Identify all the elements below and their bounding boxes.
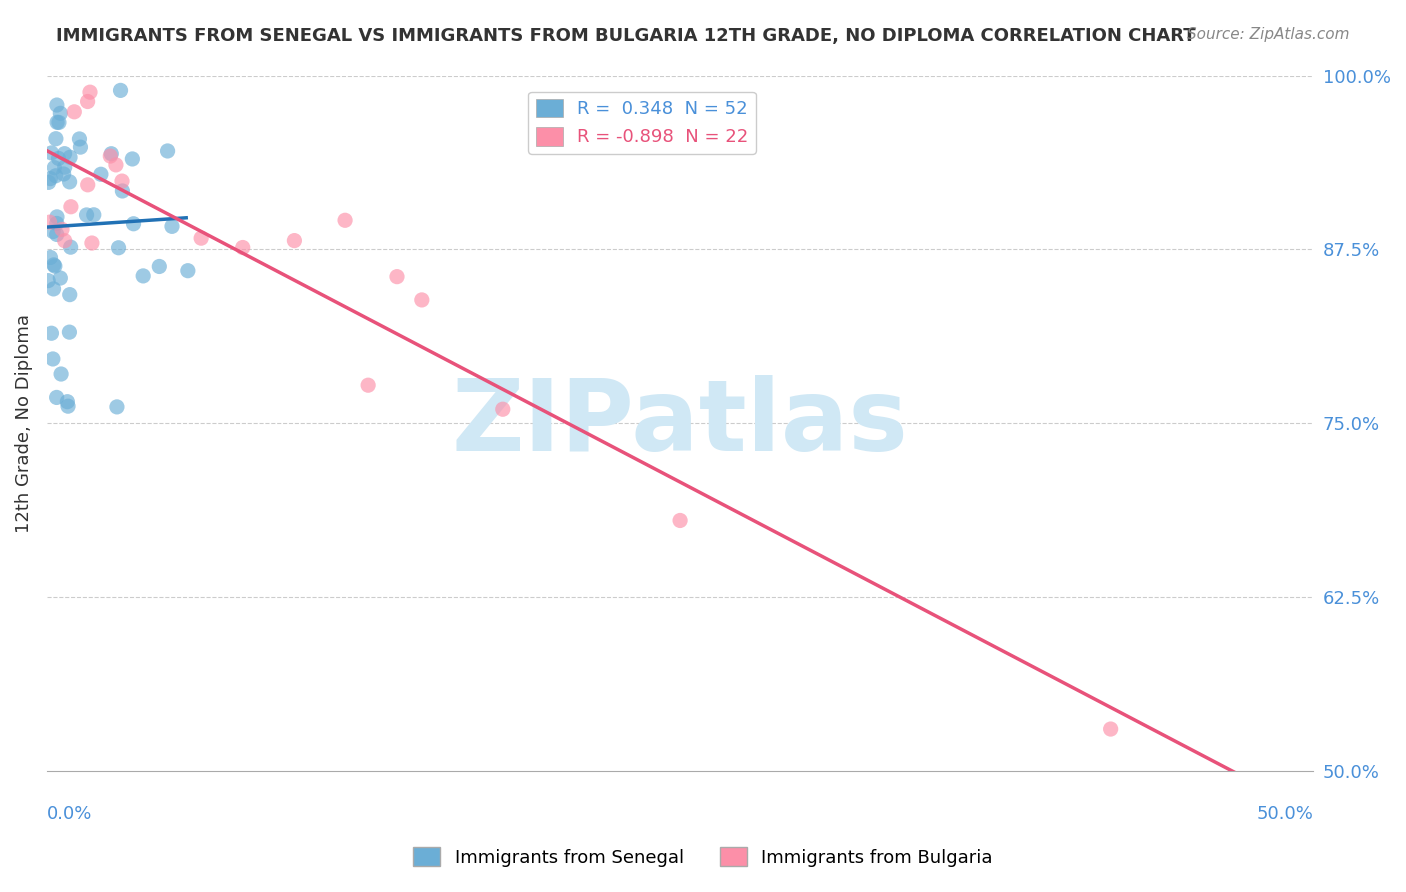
Point — [39, 251, 62, 265]
Point — [58, 325, 80, 339]
Point — [83, 208, 105, 222]
Point — [100, 146, 122, 161]
Point — [148, 260, 170, 274]
Point — [59, 175, 82, 189]
Point — [669, 513, 692, 527]
Point — [41, 326, 63, 341]
Point — [44, 259, 66, 273]
Point — [37, 274, 59, 288]
Point — [132, 268, 155, 283]
Point — [190, 231, 212, 245]
Y-axis label: 12th Grade, No Diploma: 12th Grade, No Diploma — [15, 314, 32, 533]
Point — [41, 145, 63, 160]
Point — [53, 160, 76, 174]
Point — [76, 208, 98, 222]
Point — [283, 234, 305, 248]
Point — [46, 115, 69, 129]
Point — [177, 263, 200, 277]
Point — [76, 95, 98, 109]
Point — [45, 169, 67, 183]
Point — [411, 293, 433, 307]
Point — [59, 150, 82, 164]
Point — [104, 158, 127, 172]
Point — [48, 115, 70, 129]
Point — [49, 367, 72, 381]
Text: Source: ZipAtlas.com: Source: ZipAtlas.com — [1187, 27, 1350, 42]
Point — [42, 282, 65, 296]
Point — [45, 98, 67, 112]
Point — [42, 351, 65, 366]
Point — [51, 222, 73, 236]
Point — [49, 271, 72, 285]
Text: 0.0%: 0.0% — [46, 805, 93, 823]
Point — [56, 399, 79, 413]
Point — [121, 152, 143, 166]
Point — [59, 240, 82, 254]
Point — [45, 132, 67, 146]
Point — [111, 174, 134, 188]
Point — [44, 161, 66, 175]
Point — [105, 400, 128, 414]
Point — [53, 146, 76, 161]
Point — [492, 402, 515, 417]
Point — [48, 152, 70, 166]
Point — [63, 104, 86, 119]
Point — [111, 184, 134, 198]
Point — [110, 83, 132, 97]
Point — [333, 213, 356, 227]
Point — [42, 225, 65, 239]
Point — [98, 149, 121, 163]
Legend: Immigrants from Senegal, Immigrants from Bulgaria: Immigrants from Senegal, Immigrants from… — [406, 840, 1000, 874]
Point — [38, 215, 60, 229]
Text: IMMIGRANTS FROM SENEGAL VS IMMIGRANTS FROM BULGARIA 12TH GRADE, NO DIPLOMA CORRE: IMMIGRANTS FROM SENEGAL VS IMMIGRANTS FR… — [56, 27, 1197, 45]
Point — [59, 287, 82, 301]
Point — [80, 235, 103, 250]
Point — [49, 106, 72, 120]
Point — [69, 132, 91, 146]
Point — [90, 167, 112, 181]
Text: 50.0%: 50.0% — [1257, 805, 1313, 823]
Point — [69, 140, 91, 154]
Point — [79, 85, 101, 99]
Point — [45, 227, 67, 242]
Point — [357, 378, 380, 392]
Point — [385, 269, 408, 284]
Point — [46, 210, 69, 224]
Point — [38, 175, 60, 189]
Point — [107, 241, 129, 255]
Point — [156, 144, 179, 158]
Point — [42, 258, 65, 272]
Point — [39, 171, 62, 186]
Point — [76, 178, 98, 192]
Point — [45, 217, 67, 231]
Point — [53, 234, 76, 248]
Text: ZIPatlas: ZIPatlas — [451, 375, 908, 472]
Legend: R =  0.348  N = 52, R = -0.898  N = 22: R = 0.348 N = 52, R = -0.898 N = 22 — [529, 92, 755, 153]
Point — [56, 394, 79, 409]
Point — [232, 240, 254, 254]
Point — [45, 391, 67, 405]
Point — [1099, 722, 1122, 736]
Point — [59, 200, 82, 214]
Point — [52, 167, 75, 181]
Point — [122, 217, 145, 231]
Point — [160, 219, 183, 234]
